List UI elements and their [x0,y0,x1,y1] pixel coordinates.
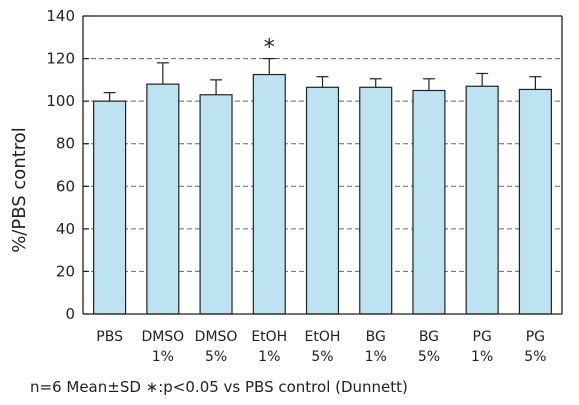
y-tick-label: 120 [46,50,75,68]
x-tick-label: 5% [205,349,227,365]
bar [146,83,180,315]
x-tick-label: DMSO [141,329,184,345]
x-tick-label: 5% [418,349,440,365]
x-tick-label: 5% [311,349,333,365]
bar [252,73,286,315]
y-tick-label: 20 [56,262,75,280]
x-tick-label: 1% [152,349,174,365]
x-tick-label: EtOH [251,329,287,345]
x-tick-label: PG [526,329,545,345]
x-tick-label: BG [366,329,386,345]
bar [412,89,446,315]
y-tick-label: 0 [65,305,75,323]
bar [465,85,499,315]
y-tick-label: 80 [56,135,75,153]
y-tick-label: 100 [46,92,75,110]
x-tick-label: EtOH [305,329,341,345]
bar [199,94,233,315]
bars: * [93,36,552,315]
axes: 0 20 40 60 80 100 120 140 PBS DMSO 1% DMSO 5% EtOH 1% E… [46,7,563,365]
x-tick-label: BG [419,329,439,345]
bar [518,88,552,315]
y-tick-label: 140 [46,7,75,25]
significance-marker: * [264,36,275,61]
x-tick-label: PBS [96,329,123,345]
y-axis-label: %/PBS control [9,127,30,253]
x-tick-label: 5% [524,349,546,365]
chart-footnote: n=6 Mean±SD ∗:p<0.05 vs PBS control (Dun… [30,378,408,396]
x-tick-label: DMSO [195,329,238,345]
x-tick-label: 1% [258,349,280,365]
y-tick-label: 40 [56,220,75,238]
bar [305,86,340,315]
y-tick-label: 60 [56,177,75,195]
bar [93,100,127,315]
x-tick-label: 1% [365,349,387,365]
bar [359,86,393,315]
x-tick-label: PG [473,329,492,345]
x-tick-label: 1% [471,349,493,365]
